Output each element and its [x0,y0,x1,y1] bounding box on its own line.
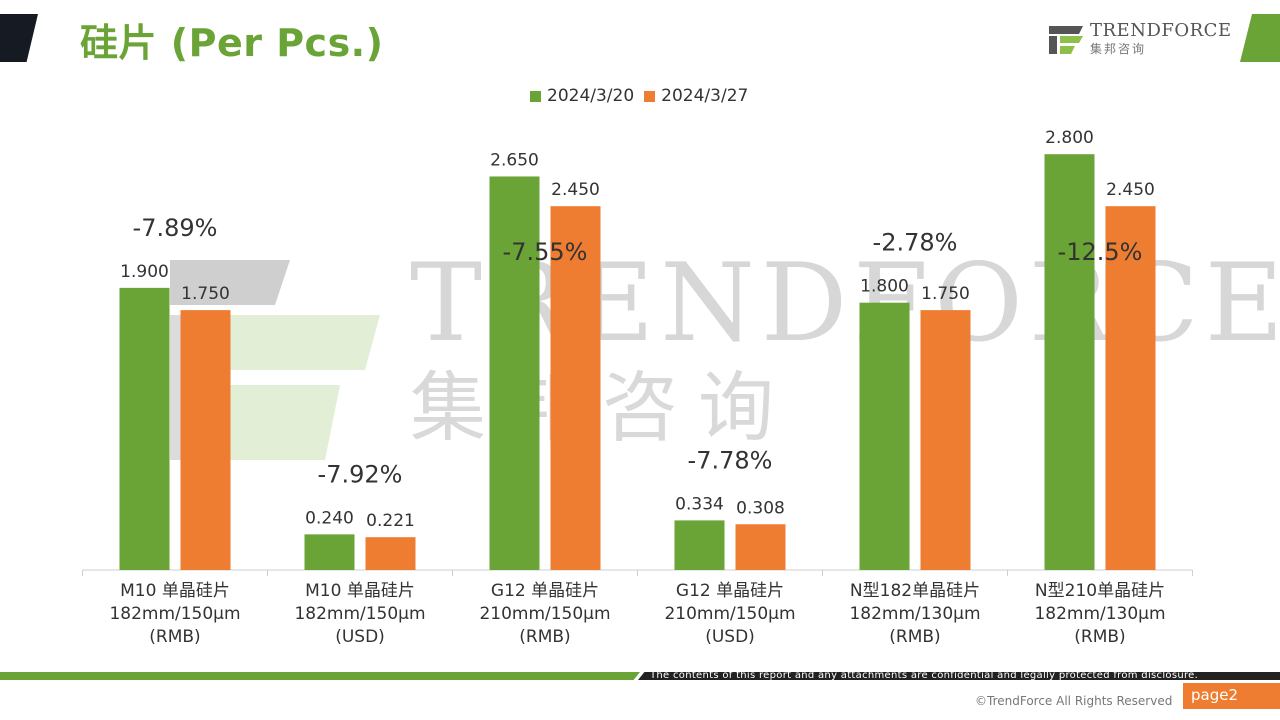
category-label-line: M10 单晶硅片 [305,581,415,601]
trendforce-logo-mark-icon [1049,26,1083,54]
category-label-line: (RMB) [519,627,571,647]
data-label-series-2: 1.750 [921,284,970,304]
bar-series-1 [304,534,355,570]
page-number: page2 [1183,683,1280,709]
trendforce-logo: TrendForce 集邦咨询 [1049,20,1231,60]
category-label-line: 210mm/150μm [664,604,796,624]
bar-series-2 [735,524,786,570]
data-label-series-1: 2.650 [490,150,539,170]
bar-series-2 [1105,206,1156,571]
footer-disclaimer: The contents of this report and any atta… [650,670,1199,681]
footer-stripe-green [0,672,640,680]
data-label-series-1: 0.334 [675,494,724,514]
legend-label-series-1: 2024/3/20 [547,86,635,106]
bar-series-2 [920,310,971,570]
category-label-line: G12 单晶硅片 [490,581,600,601]
data-label-series-2: 2.450 [1106,180,1155,200]
data-label-series-2: 2.450 [551,180,600,200]
logo-text-cn: 集邦咨询 [1090,42,1147,56]
legend-item-series-2: 2024/3/27 [644,86,748,106]
data-label-series-1: 2.800 [1045,128,1094,148]
legend-swatch-green [530,90,541,102]
category-label: N型182单晶硅片 182mm/130μm (RMB) [823,580,1008,649]
chart-legend: 2024/3/20 2024/3/27 [530,86,748,106]
bar-series-1 [859,302,910,570]
category-label: N型210单晶硅片 182mm/130μm (RMB) [1008,580,1193,649]
category-label-line: 182mm/130μm [849,604,981,624]
bar-series-2 [550,206,601,571]
bar-series-1 [674,520,725,570]
slide-title: 硅片 (Per Pcs.) [80,21,384,65]
category-label: G12 单晶硅片 210mm/150μm (RMB) [453,580,638,649]
category-label-line: N型210单晶硅片 [1034,581,1166,601]
change-annotation: -2.78% [873,229,958,257]
category-label: G12 单晶硅片 210mm/150μm (USD) [638,580,823,649]
data-label-series-2: 0.221 [366,511,415,531]
bar-series-1 [489,176,540,570]
category-label: M10 单晶硅片 182mm/150μm (RMB) [83,580,268,649]
change-annotation: -7.92% [318,460,403,488]
category-label-line: 210mm/150μm [479,604,611,624]
category-label-line: (RMB) [1074,627,1126,647]
bar-series-1 [119,287,170,570]
footer-stripe-dark [638,672,1280,680]
data-label-series-1: 0.240 [305,508,354,528]
legend-label-series-2: 2024/3/27 [661,86,749,106]
category-label-line: (USD) [705,627,755,647]
legend-item-series-1: 2024/3/20 [530,86,634,106]
category-label-line: (RMB) [889,627,941,647]
logo-text-en: TrendForce [1090,20,1232,41]
category-label-line: N型182单晶硅片 [849,581,981,601]
footer-copyright: ©TrendForce All Rights Reserved [975,694,1173,708]
data-label-series-2: 1.750 [181,284,230,304]
data-label-series-2: 0.308 [736,498,785,518]
change-annotation: -12.5% [1058,238,1143,266]
category-label: M10 单晶硅片 182mm/150μm (USD) [268,580,453,649]
data-label-series-1: 1.900 [120,262,169,282]
category-label-line: (USD) [335,627,385,647]
legend-swatch-orange [644,90,656,102]
change-annotation: -7.55% [503,238,588,266]
change-annotation: -7.89% [133,214,218,242]
category-label-line: M10 单晶硅片 [120,581,230,601]
category-label-line: (RMB) [149,627,201,647]
bar-series-2 [365,537,416,570]
category-label-line: 182mm/150μm [294,604,426,624]
category-label-line: 182mm/130μm [1034,604,1166,624]
category-label-line: 182mm/150μm [109,604,241,624]
bar-series-2 [180,310,231,570]
data-label-series-1: 1.800 [860,277,909,297]
change-annotation: -7.78% [688,446,773,474]
bar-series-1 [1044,154,1095,570]
category-label-line: G12 单晶硅片 [675,581,785,601]
